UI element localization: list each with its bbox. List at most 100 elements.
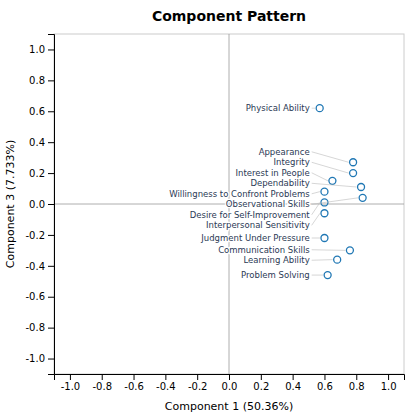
leader-lines	[312, 108, 358, 275]
tick-mark	[70, 374, 71, 380]
tick: -0.2	[25, 230, 54, 241]
point-label: Appearance	[259, 147, 310, 157]
point-label: Interpersonal Sensitivity	[206, 220, 310, 230]
tick-label: 0.4	[29, 137, 45, 148]
point	[329, 177, 336, 184]
point-label: Communication Skills	[218, 245, 310, 255]
tick-mark	[48, 173, 54, 174]
tick-label: -0.6	[124, 381, 144, 392]
tick: 0.8	[29, 75, 54, 86]
point-label: Integrity	[274, 157, 310, 167]
tick-label: 0.6	[29, 106, 45, 117]
tick-label: -0.2	[188, 381, 208, 392]
point-label: Interest in People	[236, 168, 310, 178]
tick-label: -0.8	[92, 381, 112, 392]
tick: -0.6	[25, 291, 54, 302]
tick-label: 0.4	[285, 381, 301, 392]
point	[316, 105, 323, 112]
tick-label: 0.2	[29, 168, 45, 179]
tick: -0.4	[25, 261, 54, 272]
tick-mark	[48, 142, 54, 143]
tick-mark	[48, 359, 54, 360]
y-axis: -1.0 -0.8 -0.6 -0.4 -0.2 0.0 0.2 0.4 0.6 0.8 1.0	[25, 35, 54, 375]
leader-line	[312, 183, 357, 187]
tick: 0.4	[29, 137, 54, 148]
point	[358, 184, 365, 191]
tick-mark	[48, 235, 54, 236]
y-axis-title: Component 3 (7.733%)	[4, 140, 17, 268]
point-label: Judgment Under Pressure	[200, 233, 309, 243]
point-label: Problem Solving	[241, 270, 310, 280]
leader-line	[312, 202, 320, 214]
leader-line	[312, 173, 328, 181]
tick-label: 0.6	[317, 381, 333, 392]
tick-label: 1.0	[29, 44, 45, 55]
leader-line	[312, 152, 349, 162]
point-label: Observational Skills	[226, 199, 310, 209]
point	[324, 272, 331, 279]
tick-mark	[48, 266, 54, 267]
leader-line	[312, 192, 320, 194]
tick-label: 0.2	[253, 381, 269, 392]
point-labels: Physical AbilityAppearanceIntegrityInter…	[169, 103, 310, 280]
point-label: Willingness to Confront Problems	[169, 189, 310, 199]
point-label: Physical Ability	[246, 103, 310, 113]
tick-mark	[48, 204, 54, 205]
tick-label: 0.0	[222, 381, 238, 392]
tick: 1.0	[29, 44, 54, 55]
tick-mark	[261, 374, 262, 380]
tick: -0.8	[25, 322, 54, 333]
leader-line	[312, 249, 346, 251]
leader-line	[312, 275, 323, 276]
tick-label: 0.0	[29, 199, 45, 210]
point	[350, 170, 357, 177]
leader-line	[312, 238, 320, 239]
tick-mark	[134, 374, 135, 380]
point	[321, 188, 328, 195]
tick-mark	[165, 374, 166, 380]
tick-mark	[229, 374, 230, 380]
tick-mark	[197, 374, 198, 380]
tick-label: -0.8	[25, 322, 45, 333]
x-axis: -1.0-0.8-0.6-0.4-0.20.00.20.40.60.81.0	[55, 374, 405, 392]
tick: -1.0	[25, 353, 54, 364]
tick: 0.0	[29, 199, 54, 210]
tick-label: 1.0	[381, 381, 397, 392]
tick-label: -0.2	[25, 230, 45, 241]
tick: -0.8	[92, 374, 112, 392]
leader-line	[312, 213, 320, 225]
x-axis-title: Component 1 (50.36%)	[165, 400, 293, 413]
tick: 0.4	[285, 374, 301, 392]
tick-label: 0.8	[29, 75, 45, 86]
point	[321, 210, 328, 217]
point-label: Desire for Self-Improvement	[190, 210, 311, 220]
tick-label: 0.8	[349, 381, 365, 392]
plot-frame	[54, 34, 404, 374]
tick-mark	[48, 80, 54, 81]
y-axis-line	[48, 35, 55, 375]
tick-mark	[324, 374, 325, 380]
tick: 0.2	[253, 374, 269, 392]
tick: 0.6	[29, 106, 54, 117]
tick-mark	[293, 374, 294, 380]
tick-label: -0.6	[25, 291, 45, 302]
point	[321, 235, 328, 242]
tick-mark	[48, 49, 54, 50]
leader-line	[312, 162, 349, 173]
chart: -1.0-0.8-0.6-0.4-0.20.00.20.40.60.81.0-1…	[0, 0, 420, 420]
tick-label: -0.4	[25, 261, 45, 272]
tick: 0.6	[317, 374, 333, 392]
point	[334, 256, 341, 263]
tick: 0.8	[349, 374, 365, 392]
tick-mark	[388, 374, 389, 380]
tick-mark	[356, 374, 357, 380]
point-label: Learning Ability	[243, 255, 309, 265]
points	[316, 105, 366, 279]
point	[359, 194, 366, 201]
tick: 1.0	[381, 374, 397, 392]
tick: -0.4	[156, 374, 176, 392]
point	[346, 247, 353, 254]
leader-line	[312, 259, 333, 261]
zero-lines	[54, 34, 404, 374]
tick: 0.0	[222, 374, 238, 392]
